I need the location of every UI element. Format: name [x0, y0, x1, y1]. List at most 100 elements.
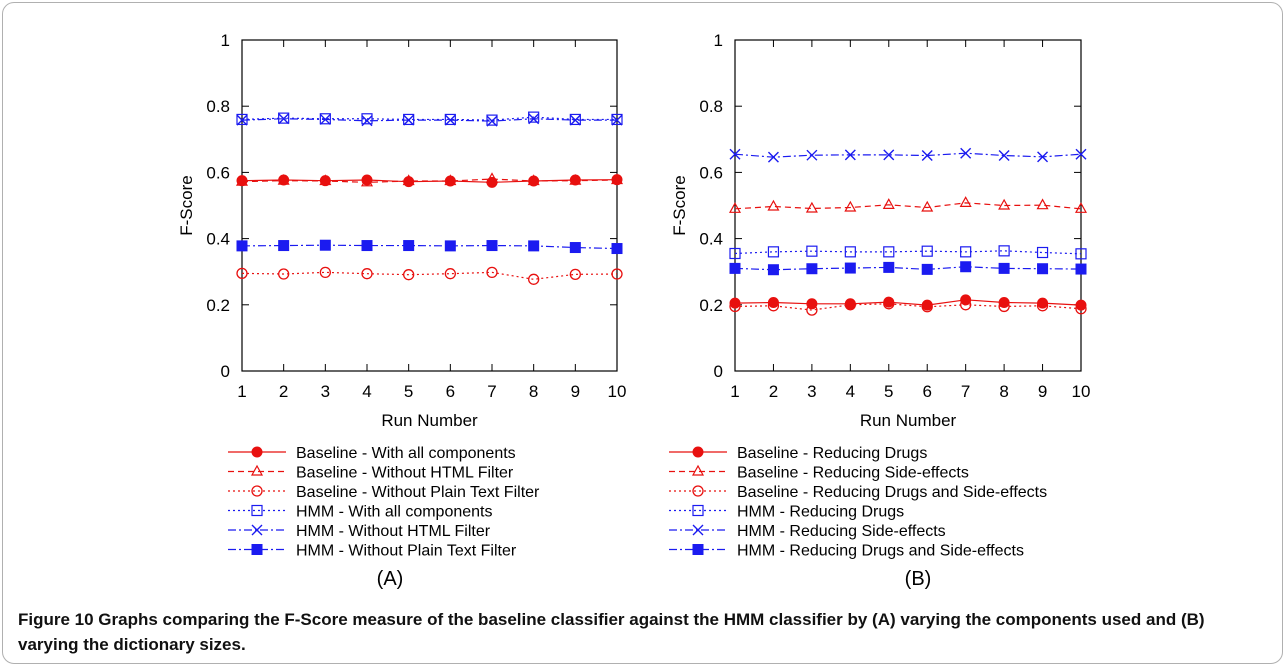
data-point: [883, 246, 895, 258]
data-point: [960, 261, 972, 273]
data-point: [403, 240, 415, 252]
data-point: [729, 300, 741, 313]
data-point: [277, 173, 290, 185]
series-line: [734, 152, 1082, 158]
series-line: [734, 202, 1082, 210]
x-tick-label: 4: [362, 382, 371, 401]
data-point: [361, 268, 373, 280]
panel-label: (B): [905, 568, 932, 590]
legend-marker: [692, 446, 704, 458]
legend-item: HMM - Without HTML Filter: [228, 523, 491, 540]
series-6: [236, 239, 623, 255]
x-tick-label: 7: [487, 382, 496, 401]
data-point: [486, 240, 498, 252]
data-point: [1075, 303, 1087, 315]
legend-marker: [692, 485, 704, 497]
y-tick-label: 0.8: [206, 97, 230, 116]
data-point: [728, 202, 742, 213]
data-point: [569, 114, 581, 126]
legend-item: Baseline - Without HTML Filter: [228, 465, 514, 482]
x-tick-label: 2: [769, 382, 778, 401]
series-line: [734, 250, 1082, 255]
data-point: [998, 198, 1011, 210]
x-tick-label: 8: [999, 382, 1008, 401]
y-tick-label: 0.2: [206, 296, 230, 315]
series-line: [241, 244, 618, 250]
data-point: [998, 245, 1010, 257]
data-point: [278, 113, 290, 125]
x-tick-label: 10: [608, 382, 627, 401]
x-tick-label: 6: [922, 382, 931, 401]
data-point: [486, 115, 498, 127]
legend-marker: [691, 464, 705, 476]
data-point: [960, 299, 972, 311]
y-tick-label: 0.2: [699, 296, 723, 315]
data-point: [1037, 151, 1049, 163]
data-point: [767, 151, 779, 163]
legend-marker: [251, 446, 263, 458]
data-point: [767, 199, 780, 211]
data-point: [844, 200, 857, 212]
y-tick-label: 1: [221, 31, 230, 50]
data-point: [806, 149, 818, 161]
data-point: [528, 111, 540, 123]
series-line: [241, 178, 618, 183]
data-point: [444, 114, 456, 126]
data-point: [883, 261, 895, 273]
legend-marker: [251, 504, 263, 517]
data-point: [235, 174, 249, 186]
data-point: [528, 273, 540, 285]
series-2: [235, 172, 624, 187]
series-line: [734, 303, 1082, 311]
data-point: [611, 114, 623, 126]
data-point: [998, 300, 1010, 313]
data-point: [569, 173, 582, 185]
y-tick-label: 0.8: [699, 97, 723, 116]
data-point: [403, 113, 415, 126]
data-point: [1036, 198, 1049, 210]
legend-label: Baseline - Without Plain Text Filter: [296, 484, 540, 501]
data-point: [921, 150, 933, 162]
chart-panel-b: 0 0.2 0.4 0.6 0.8 1 1 2 3 4 5 6 7 8 9 10 Run Number F-Sco…: [669, 31, 1090, 590]
data-point: [569, 174, 581, 186]
legend-item: Baseline - Without Plain Text Filter: [228, 484, 540, 501]
legend-marker: [251, 485, 263, 497]
data-point: [611, 243, 623, 255]
legend-label: HMM - Reducing Side-effects: [737, 523, 946, 540]
data-point: [767, 264, 779, 276]
data-point: [403, 114, 415, 126]
legend-marker: [251, 544, 263, 555]
legend-item: HMM - Reducing Drugs and Side-effects: [669, 543, 1024, 560]
x-tick-label: 6: [446, 382, 455, 401]
legend-item: HMM - Reducing Drugs: [669, 504, 904, 521]
data-point: [844, 299, 856, 311]
x-tick-label: 1: [730, 382, 739, 401]
legend-marker: [692, 504, 704, 517]
data-point: [486, 114, 498, 126]
legend-item: HMM - Without Plain Text Filter: [228, 543, 517, 560]
data-point: [844, 246, 856, 258]
legend: Baseline - With all components Baseline -…: [228, 445, 540, 560]
data-point: [569, 268, 581, 280]
legend-item: HMM - Reducing Side-effects: [669, 523, 946, 540]
data-point: [278, 112, 290, 124]
data-point: [883, 298, 895, 310]
data-point: [921, 263, 933, 275]
legend: Baseline - Reducing Drugs Baseline - Redu…: [669, 445, 1047, 560]
data-point: [611, 268, 623, 280]
data-point: [278, 268, 290, 280]
data-point: [960, 147, 972, 159]
x-tick-label: 8: [529, 382, 538, 401]
data-point: [402, 174, 415, 186]
data-point: [921, 301, 933, 313]
data-point: [444, 240, 456, 252]
data-point: [569, 242, 581, 254]
y-tick-label: 0.6: [206, 163, 230, 182]
data-point: [236, 240, 248, 252]
data-point: [960, 246, 972, 258]
series-5: [236, 113, 623, 127]
y-axis-label: F-Score: [177, 175, 196, 235]
data-point: [921, 245, 933, 257]
data-point: [361, 240, 373, 252]
